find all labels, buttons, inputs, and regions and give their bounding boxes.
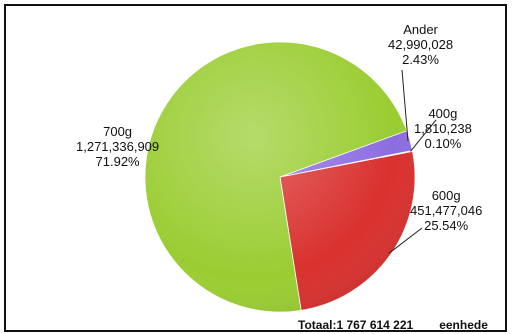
label-ander: Ander 42,990,028 2.43% xyxy=(388,22,453,67)
label-ander-name: Ander xyxy=(403,22,438,37)
pie-chart: 700g 1,271,336,909 71.92% Ander 42,990,0… xyxy=(4,4,507,332)
label-ander-value: 42,990,028 xyxy=(388,37,454,52)
label-600g-value: 451,477,046 xyxy=(410,203,483,218)
leader-line-400g xyxy=(410,119,437,152)
label-ander-percent: 2.43% xyxy=(402,52,439,67)
total-line: Totaal:1 767 614 221 eenhede xyxy=(298,318,488,332)
label-600g-percent: 25.54% xyxy=(424,218,469,233)
label-700g-percent: 71.92% xyxy=(95,154,140,169)
label-400g-value: 1,810,238 xyxy=(414,121,472,136)
total-unit: eenhede xyxy=(439,318,488,332)
leader-line-ander xyxy=(401,69,409,142)
total-label: Totaal: xyxy=(298,318,337,332)
label-600g-name: 600g xyxy=(431,188,461,203)
label-400g: 400g 1,810,238 0.10% xyxy=(414,106,472,151)
label-700g-value: 1,271,336,909 xyxy=(76,139,160,154)
leader-line-600g xyxy=(388,227,423,254)
total-value: 1 767 614 221 xyxy=(336,318,414,332)
label-400g-percent: 0.10% xyxy=(424,136,462,151)
label-600g: 600g 451,477,046 25.54% xyxy=(410,188,482,233)
label-700g-name: 700g xyxy=(103,124,133,139)
pie-slice-600g xyxy=(279,150,416,311)
label-400g-name: 400g xyxy=(428,106,458,121)
label-700g: 700g 1,271,336,909 71.92% xyxy=(76,124,159,169)
